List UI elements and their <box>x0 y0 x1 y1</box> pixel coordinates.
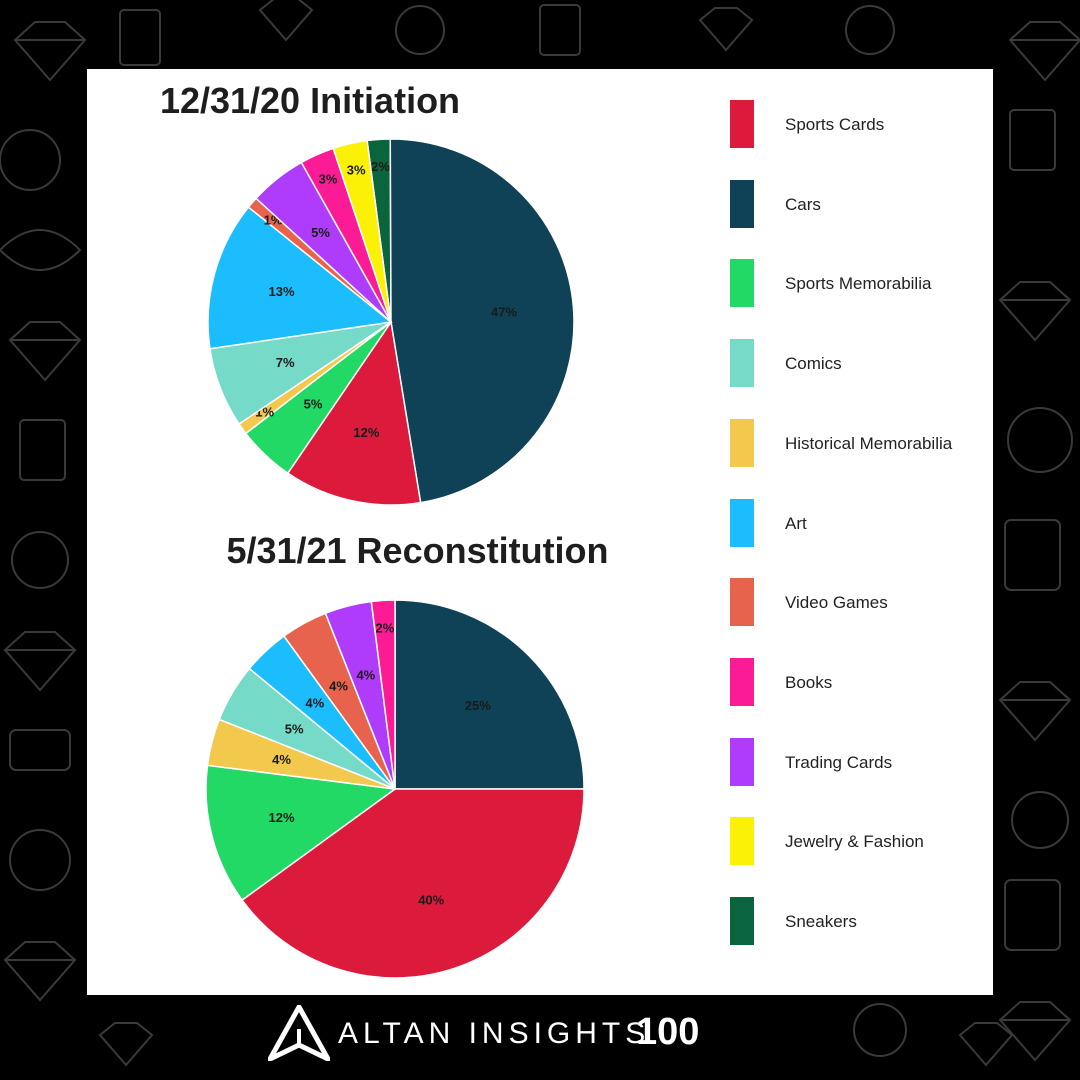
legend-swatch <box>730 657 754 706</box>
footer-brand-name: ALTAN INSIGHTS <box>338 1017 651 1050</box>
pie-data-label: 4% <box>272 752 291 767</box>
chart-title-reconstitution: 5/31/21 Reconstitution <box>226 530 609 571</box>
legend-item: Art <box>730 498 990 547</box>
pie-slice <box>207 206 393 350</box>
footer-branding: ALTAN INSIGHTS 100 <box>268 1005 728 1061</box>
legend-swatch <box>730 100 754 148</box>
pie-data-label: 25% <box>465 698 491 713</box>
pie-data-label: 3% <box>347 162 366 177</box>
legend-label: Trading Cards <box>785 752 893 772</box>
legend-swatch <box>730 339 754 388</box>
pie-slice <box>332 139 392 323</box>
legend-item: Comics <box>730 339 990 388</box>
pie-data-label: 12% <box>268 810 294 825</box>
pie-data-label: 2% <box>376 621 395 636</box>
legend-swatch <box>730 498 754 547</box>
legend-item: Historical Memorabilia <box>730 418 990 467</box>
legend-label: Jewelry & Fashion <box>785 832 924 852</box>
pie-slice <box>389 138 575 504</box>
pie-data-label: 13% <box>269 284 295 299</box>
legend-label: Sneakers <box>785 912 857 931</box>
legend-item: Sneakers <box>730 897 990 945</box>
pie-data-label: 47% <box>491 305 517 320</box>
altan-logo-icon <box>268 1005 330 1061</box>
legend-label: Sports Memorabilia <box>785 274 932 294</box>
pie-data-label: 5% <box>304 396 323 411</box>
pie-slice <box>205 764 397 902</box>
footer-index-number: 100 <box>636 1011 700 1053</box>
legend-swatch <box>730 578 754 627</box>
legend-item: Sports Memorabilia <box>730 259 990 308</box>
pie-data-label: 5% <box>311 225 330 240</box>
chart-title-initiation: 12/31/20 Initiation <box>159 80 461 121</box>
legend-item: Books <box>730 657 990 706</box>
pie-data-label: 3% <box>319 172 338 187</box>
legend-item: Jewelry & Fashion <box>730 817 990 866</box>
legend-label: Video Games <box>785 593 888 613</box>
pie-data-label: 5% <box>285 721 304 736</box>
pie-data-label: 4% <box>329 678 348 693</box>
pie-data-label: 4% <box>305 696 324 711</box>
legend-item: Video Games <box>730 578 990 627</box>
pie-slice <box>241 788 585 979</box>
legend-item: Cars <box>730 179 990 228</box>
pie-slice <box>370 599 396 790</box>
legend-swatch <box>730 817 754 866</box>
legend-swatch <box>730 179 754 228</box>
legend-label: Books <box>785 672 833 692</box>
legend-item: Sports Cards <box>730 100 990 148</box>
legend-swatch <box>730 418 754 467</box>
legend-label: Comics <box>785 354 842 374</box>
pie-slice <box>286 320 422 506</box>
legend-label: Historical Memorabilia <box>785 433 953 453</box>
legend-swatch <box>730 897 754 945</box>
pie-data-label: 2% <box>371 159 390 174</box>
legend-label: Sports Cards <box>785 115 885 134</box>
legend-swatch <box>730 259 754 308</box>
legend-item: Trading Cards <box>730 737 990 786</box>
legend-swatch <box>730 737 754 786</box>
pie-data-label: 7% <box>276 355 295 370</box>
pie-data-label: 4% <box>356 668 375 683</box>
pie-data-label: 40% <box>418 892 444 907</box>
pie-data-label: 12% <box>353 425 379 440</box>
legend-label: Art <box>785 513 807 533</box>
legend-label: Cars <box>785 194 821 214</box>
pie-slice <box>394 599 585 790</box>
